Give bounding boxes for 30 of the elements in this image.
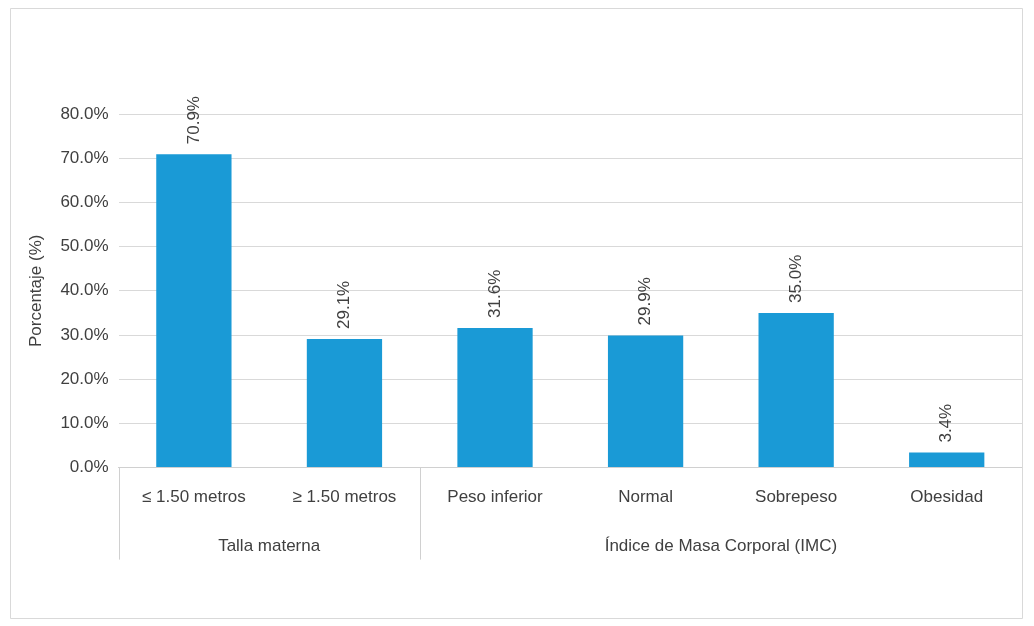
x-tick-label: ≥ 1.50 metros — [292, 487, 397, 507]
bar — [306, 338, 383, 468]
data-label: 29.1% — [334, 280, 354, 329]
text: Talla materna — [218, 536, 321, 556]
data-label: 31.6% — [484, 269, 504, 318]
y-tick-label: 80.0% — [60, 103, 109, 123]
x-tick-label: Obesidad — [910, 487, 984, 507]
x-tick-label: Peso inferior — [447, 487, 544, 507]
data-label: 70.9% — [183, 96, 203, 145]
y-tick-label: 50.0% — [60, 236, 109, 256]
bar — [758, 312, 834, 468]
bar — [457, 327, 533, 468]
y-tick-label: 40.0% — [60, 280, 109, 300]
y-tick-label: 30.0% — [60, 324, 109, 344]
y-axis-title: Porcentaje (%) — [25, 234, 45, 348]
data-label: 3.4% — [936, 403, 956, 443]
y-tick-label: 60.0% — [60, 192, 109, 212]
y-tick-label: 20.0% — [60, 368, 109, 388]
data-label: 35.0% — [785, 254, 805, 303]
y-tick-label: 10.0% — [60, 413, 109, 433]
text: Índice de Masa Corporal (IMC) — [604, 536, 838, 556]
bar — [607, 335, 684, 468]
x-tick-label: Normal — [618, 487, 673, 507]
bar — [156, 154, 232, 468]
x-tick-label: Sobrepeso — [755, 487, 838, 507]
y-tick-label: 70.0% — [60, 147, 109, 167]
data-label: 29.9% — [635, 277, 655, 326]
x-tick-label: ≤ 1.50 metros — [141, 487, 246, 507]
bar — [909, 452, 985, 468]
y-tick-label: 0.0% — [69, 457, 109, 477]
